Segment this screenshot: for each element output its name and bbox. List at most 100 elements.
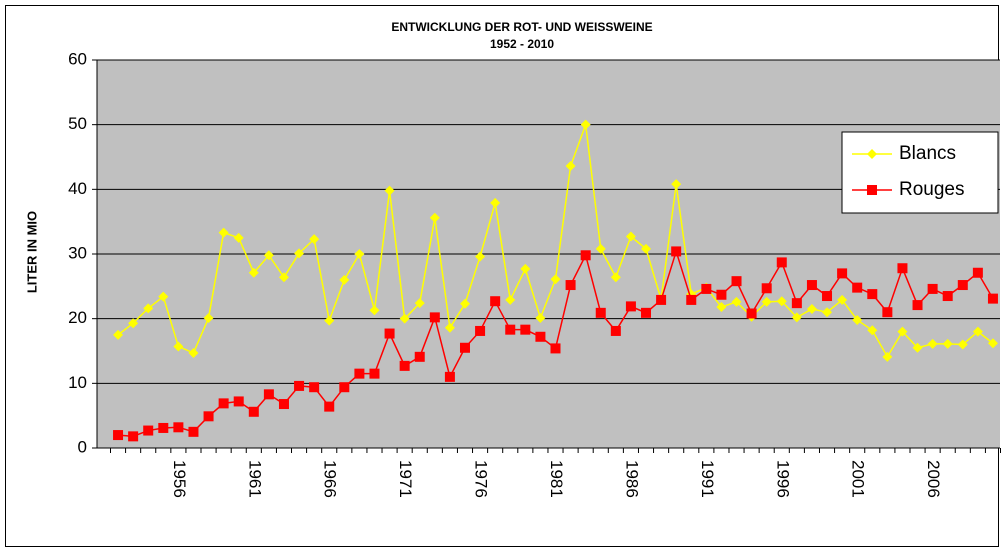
- chart-title: ENTWICKLUNG DER ROT- UND WEISSWEINE: [391, 20, 652, 34]
- legend-marker: [867, 149, 877, 159]
- point: [294, 248, 305, 259]
- point: [429, 212, 440, 223]
- point: [852, 314, 863, 325]
- point: [505, 324, 516, 335]
- point: [686, 294, 697, 305]
- point: [203, 411, 214, 422]
- point: [565, 161, 576, 172]
- point: [203, 313, 214, 324]
- point: [128, 431, 139, 442]
- point: [248, 406, 259, 417]
- point: [987, 338, 998, 349]
- point: [897, 263, 908, 274]
- point: [490, 197, 501, 208]
- legend-label: Blancs: [899, 143, 956, 164]
- point: [324, 315, 335, 326]
- chart-subtitle: 1952 - 2010: [490, 37, 554, 51]
- point: [475, 251, 486, 262]
- point: [294, 380, 305, 391]
- legend-label: Rouges: [899, 179, 965, 200]
- point: [912, 300, 923, 311]
- point: [746, 308, 757, 319]
- point: [143, 425, 154, 436]
- point: [550, 343, 561, 354]
- point: [822, 307, 833, 318]
- point: [610, 325, 621, 336]
- point: [550, 274, 561, 285]
- point: [218, 227, 229, 238]
- point: [535, 331, 546, 342]
- point: [731, 276, 742, 287]
- y-axis-label: LITER IN MIO: [24, 211, 39, 293]
- point: [520, 263, 531, 274]
- point: [595, 243, 606, 254]
- point: [927, 283, 938, 294]
- y-tick-label: 40: [68, 179, 87, 198]
- point: [942, 338, 953, 349]
- point: [897, 326, 908, 337]
- point: [972, 326, 983, 337]
- point: [912, 342, 923, 353]
- point: [822, 291, 833, 302]
- y-tick-label: 20: [68, 308, 87, 327]
- point: [263, 389, 274, 400]
- point: [716, 302, 727, 313]
- point: [806, 303, 817, 314]
- point: [595, 307, 606, 318]
- point: [565, 280, 576, 291]
- point: [143, 303, 154, 314]
- point: [475, 325, 486, 336]
- y-tick-label: 0: [78, 437, 87, 456]
- x-tick-label: 1956: [170, 460, 189, 498]
- point: [173, 422, 184, 433]
- point: [957, 339, 968, 350]
- point: [354, 368, 365, 379]
- point: [791, 312, 802, 323]
- point: [656, 294, 667, 305]
- point: [942, 291, 953, 302]
- point: [233, 396, 244, 407]
- point: [339, 382, 350, 393]
- legend-box: [841, 131, 999, 214]
- point: [324, 401, 335, 412]
- point: [459, 298, 470, 309]
- x-tick-label: 1981: [547, 460, 566, 498]
- point: [625, 301, 636, 312]
- point: [369, 368, 380, 379]
- point: [761, 296, 772, 307]
- point: [505, 294, 516, 305]
- point: [309, 382, 320, 393]
- x-tick-label: 1971: [396, 460, 415, 498]
- point: [641, 307, 652, 318]
- point: [641, 243, 652, 254]
- point: [987, 293, 998, 304]
- point: [278, 399, 289, 410]
- point: [957, 280, 968, 291]
- y-tick-label: 60: [68, 49, 87, 68]
- point: [701, 283, 712, 294]
- point: [731, 296, 742, 307]
- point: [882, 307, 893, 318]
- point: [384, 185, 395, 196]
- point: [490, 296, 501, 307]
- x-tick-label: 1976: [472, 460, 491, 498]
- point: [927, 338, 938, 349]
- point: [399, 313, 410, 324]
- x-tick-label: 1961: [245, 460, 264, 498]
- point: [188, 426, 199, 437]
- point: [158, 422, 169, 433]
- point: [233, 232, 244, 243]
- point: [610, 272, 621, 283]
- point: [867, 325, 878, 336]
- point: [671, 246, 682, 257]
- point: [128, 318, 139, 329]
- point: [837, 268, 848, 279]
- point: [278, 272, 289, 283]
- point: [429, 312, 440, 323]
- point: [716, 289, 727, 300]
- point: [188, 347, 199, 358]
- point: [384, 328, 395, 339]
- point: [852, 282, 863, 293]
- point: [414, 298, 425, 309]
- point: [882, 351, 893, 362]
